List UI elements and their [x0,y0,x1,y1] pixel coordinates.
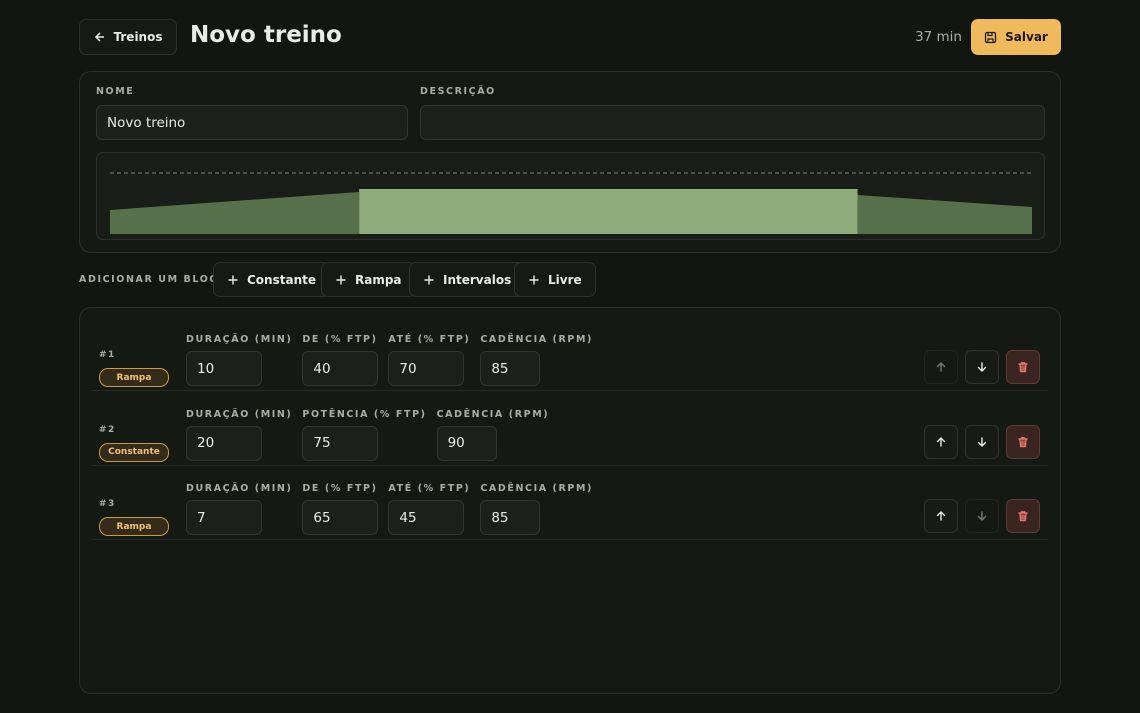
icon [936,362,946,372]
add-block-label: Intervalos [443,272,512,287]
field: POTÊNCIA (% FTP) 75 [302,409,426,461]
field-input[interactable]: 85 [480,351,541,386]
field: DURAÇÃO (MIN) 20 [186,409,292,461]
field: DURAÇÃO (MIN) 7 [186,483,292,535]
block-index: #2 [99,424,116,435]
page-title: Novo treino [190,22,342,48]
save-button[interactable]: Salvar [971,19,1061,55]
block-fields: DURAÇÃO (MIN) 7 DE (% FTP) 65 ATÉ (% FTP) 45 C… [186,483,593,535]
back-icon [94,32,104,42]
move-up-button[interactable] [924,424,958,459]
move-up-button[interactable] [924,499,958,533]
icon [1018,362,1028,373]
icon [977,436,987,447]
move-up-button[interactable] [924,350,958,384]
delete-button[interactable] [1006,350,1040,384]
block-index: #3 [99,499,116,509]
name-label: NOME [96,86,135,97]
field-input[interactable]: 70 [388,351,465,386]
icon [977,362,987,372]
icon [336,274,346,285]
icon [424,274,434,285]
field: ATÉ (% FTP) 70 [388,334,470,386]
field-label: ATÉ (% FTP) [388,334,471,345]
profile-chart [110,172,1032,234]
field: DURAÇÃO (MIN) 10 [186,334,292,386]
icon [529,274,539,285]
save-label: Salvar [1005,30,1048,44]
field-input[interactable]: 45 [388,500,465,535]
icon [936,436,946,447]
move-down-button[interactable] [965,350,999,384]
icon [1018,511,1028,522]
field: DE (% FTP) 65 [302,483,379,535]
details-card: NOME Novo treino DESCRIÇÃO [79,71,1061,253]
add-block-button[interactable]: Intervalos [409,262,526,297]
back-button[interactable]: Treinos [79,19,177,55]
field-label: CADÊNCIA (RPM) [436,408,550,420]
field-label: DE (% FTP) [302,334,378,345]
field-label: POTÊNCIA (% FTP) [302,408,427,420]
icon [936,511,946,521]
name-input[interactable]: Novo treino [96,105,408,140]
add-block-button[interactable]: Livre [514,262,596,297]
field-input[interactable]: 85 [480,500,541,535]
add-block-button[interactable]: Rampa [321,262,416,297]
description-input[interactable] [420,105,1045,140]
total-duration: 37 min [915,29,962,45]
field-label: DURAÇÃO (MIN) [186,334,293,345]
move-down-button[interactable] [965,424,999,459]
field-label: CADÊNCIA (RPM) [480,334,593,345]
block-type-badge: Rampa [99,368,169,387]
block-fields: DURAÇÃO (MIN) 20 POTÊNCIA (% FTP) 75 CADÊNCI… [186,409,549,461]
description-label: DESCRIÇÃO [420,86,496,97]
back-label: Treinos [113,30,163,44]
block-fields: DURAÇÃO (MIN) 10 DE (% FTP) 40 ATÉ (% FTP) 70… [186,334,593,386]
icon [228,274,238,285]
block-row: #2 Constante DURAÇÃO (MIN) 20 POTÊNCIA (% FT… [92,391,1048,466]
field: CADÊNCIA (RPM) 85 [480,334,593,386]
block-index: #1 [99,350,116,360]
add-block-label: ADICIONAR UM BLOCO: [79,274,234,285]
field: ATÉ (% FTP) 45 [388,483,470,535]
block-type-badge: Rampa [99,517,169,536]
delete-button[interactable] [1006,499,1040,533]
field-input[interactable]: 10 [186,351,262,386]
move-down-button[interactable] [965,499,999,533]
add-block-button[interactable]: Constante [213,262,330,297]
block-row: #1 Rampa DURAÇÃO (MIN) 10 DE (% FTP) 40 ATÉ (%… [92,316,1048,391]
field-input[interactable]: 75 [302,425,379,461]
add-block-label: Rampa [355,272,402,287]
icon [1018,436,1028,447]
field-label: ATÉ (% FTP) [388,483,471,494]
add-block-label: Constante [247,272,316,287]
profile-box [96,152,1045,240]
add-block-label: Livre [548,272,582,287]
field: CADÊNCIA (RPM) 90 [436,408,550,461]
icon [977,511,987,521]
field-input[interactable]: 40 [302,351,379,386]
profile-block [110,192,360,234]
field-input[interactable]: 20 [186,425,262,461]
field-input[interactable]: 90 [436,425,497,461]
field-label: DURAÇÃO (MIN) [186,408,293,420]
blocks-card: #1 Rampa DURAÇÃO (MIN) 10 DE (% FTP) 40 ATÉ (%… [79,307,1061,694]
field-label: CADÊNCIA (RPM) [480,483,593,494]
block-row: #3 Rampa DURAÇÃO (MIN) 7 DE (% FTP) 65 ATÉ (% … [92,465,1048,540]
field: CADÊNCIA (RPM) 85 [480,483,593,535]
profile-block [857,195,1032,234]
field-label: DE (% FTP) [302,483,378,494]
delete-button[interactable] [1006,424,1040,459]
field-input[interactable]: 7 [186,500,262,535]
block-type-badge: Constante [99,442,169,462]
profile-block [359,189,858,234]
save-icon [984,31,997,43]
field: DE (% FTP) 40 [302,334,379,386]
field-input[interactable]: 65 [302,500,379,535]
field-label: DURAÇÃO (MIN) [186,483,293,494]
